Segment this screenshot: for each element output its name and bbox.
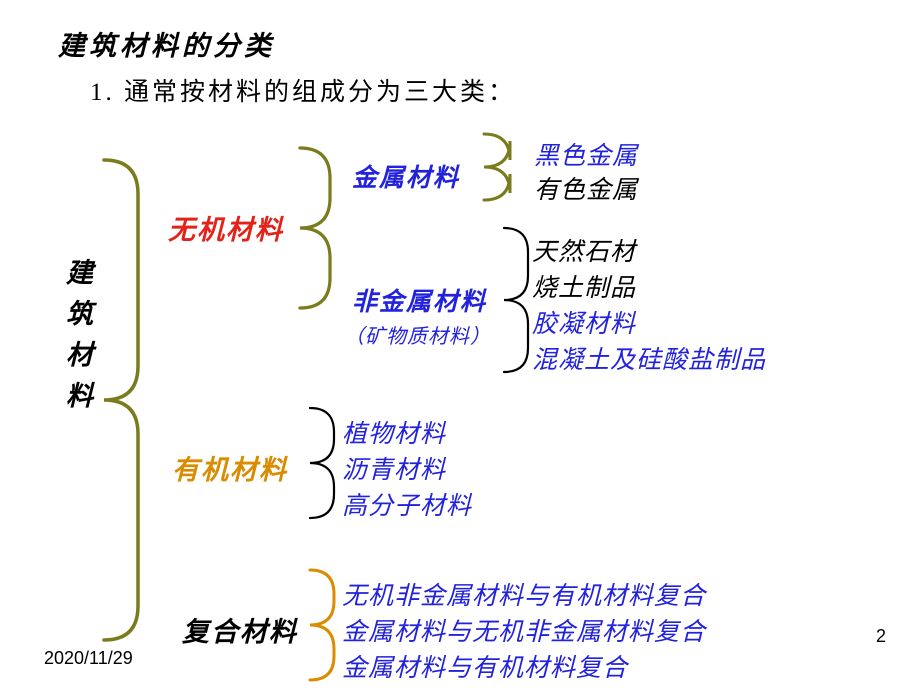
leaf-composite-2: 金属材料与无机非金属材料复合 (342, 612, 706, 648)
brace-metal (484, 134, 518, 200)
branch-composite: 复合材料 (182, 610, 298, 649)
leaf-plant: 植物材料 (342, 414, 446, 450)
mid-metal: 金属材料 (352, 158, 460, 194)
leaf-black-metal: 黑色金属 (534, 136, 638, 172)
brace-inorganic (300, 148, 338, 308)
leaf-natural-stone: 天然石材 (532, 232, 636, 268)
mid-nonmetal: 非金属材料 (352, 282, 487, 318)
brace-organic (310, 408, 342, 518)
leaf-concrete-silicate: 混凝土及硅酸盐制品 (532, 340, 766, 376)
leaf-colored-metal: 有色金属 (534, 170, 638, 206)
leaf-cementitious: 胶凝材料 (532, 304, 636, 340)
page-title: 建筑材料的分类 (58, 24, 275, 63)
branch-organic: 有机材料 (172, 448, 288, 487)
root-label: 建筑材料 (58, 258, 97, 422)
mid-nonmetal-sub: （矿物质材料） (344, 320, 491, 349)
leaf-polymer: 高分子材料 (342, 486, 472, 522)
footer-date: 2020/11/29 (44, 648, 133, 669)
subtitle: 1. 通常按材料的组成分为三大类： (90, 72, 516, 108)
leaf-fired-clay: 烧土制品 (532, 268, 636, 304)
leaf-composite-1: 无机非金属材料与有机材料复合 (342, 576, 706, 612)
footer-page: 2 (876, 626, 886, 647)
brace-composite (310, 570, 342, 680)
leaf-asphalt: 沥青材料 (342, 450, 446, 486)
brace-nonmetal (504, 228, 536, 372)
leaf-composite-3: 金属材料与有机材料复合 (342, 648, 628, 684)
brace-main (104, 160, 146, 640)
branch-inorganic: 无机材料 (168, 208, 284, 247)
